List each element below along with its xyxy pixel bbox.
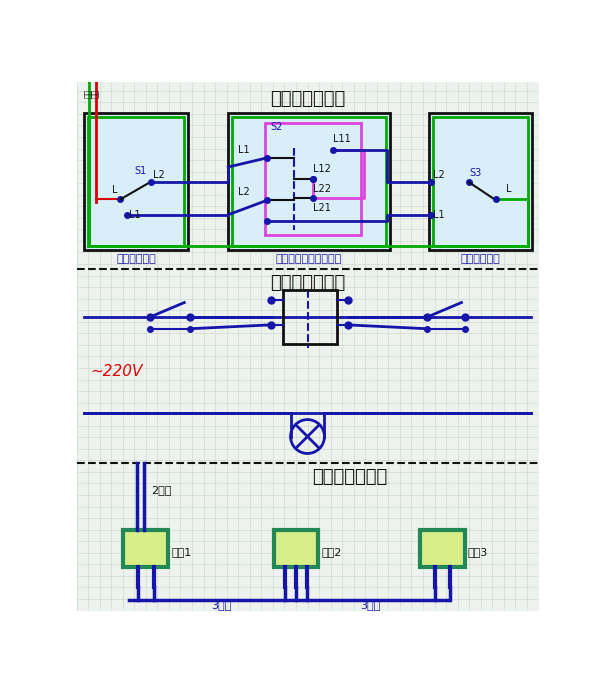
Text: L2: L2	[433, 169, 445, 180]
Text: 单开双控开关: 单开双控开关	[116, 255, 157, 264]
Bar	[84, 113, 188, 250]
Text: 单开双控开关: 单开双控开关	[461, 255, 500, 264]
Text: 2根线: 2根线	[151, 486, 172, 495]
Text: 开关1: 开关1	[171, 547, 191, 557]
Text: ~220V: ~220V	[91, 364, 143, 379]
Bar	[274, 530, 318, 567]
Text: 三控开关原理图: 三控开关原理图	[270, 274, 345, 292]
Text: S3: S3	[469, 168, 481, 178]
Text: 3根线: 3根线	[211, 600, 232, 610]
Text: L1: L1	[129, 210, 140, 220]
Bar	[283, 290, 337, 344]
Text: L: L	[506, 184, 512, 193]
Text: 开关2: 开关2	[322, 547, 342, 557]
Text: S2: S2	[271, 122, 283, 132]
Text: L11: L11	[333, 134, 350, 143]
Text: 3根线: 3根线	[361, 600, 381, 610]
Bar	[228, 113, 390, 250]
Text: L: L	[112, 185, 118, 195]
Text: 中途开关（三控开关）: 中途开关（三控开关）	[276, 255, 342, 264]
Text: S1: S1	[134, 166, 146, 176]
Text: L21: L21	[313, 203, 331, 213]
Text: 相线: 相线	[85, 88, 94, 97]
Text: L2: L2	[154, 169, 165, 180]
Text: L1: L1	[238, 145, 250, 155]
Text: 三控开关布线图: 三控开关布线图	[312, 468, 388, 486]
Text: L12: L12	[313, 165, 331, 174]
Text: L22: L22	[313, 184, 331, 193]
Text: 开关3: 开关3	[467, 547, 488, 557]
Text: L2: L2	[238, 187, 250, 198]
Bar	[232, 117, 386, 246]
Bar	[433, 117, 529, 246]
Bar	[265, 123, 361, 235]
Bar	[420, 530, 464, 567]
Text: L1: L1	[433, 210, 445, 220]
Bar	[124, 530, 168, 567]
Bar	[88, 117, 184, 246]
Text: 火线: 火线	[91, 88, 100, 97]
Text: 三控开关接线图: 三控开关接线图	[270, 91, 345, 108]
Bar	[429, 113, 532, 250]
